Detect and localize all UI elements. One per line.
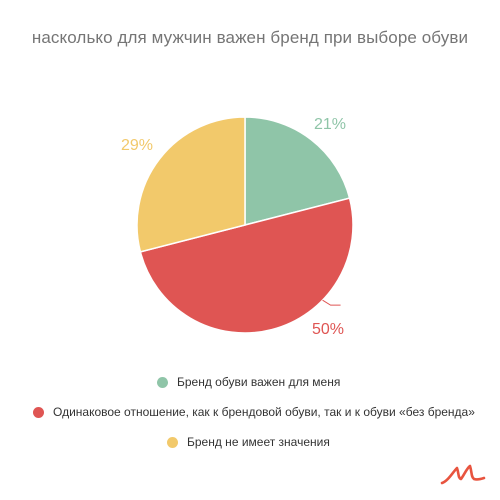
brand-logo-icon xyxy=(440,464,486,485)
pie-slice-1 xyxy=(139,197,354,334)
chart-title: насколько для мужчин важен бренд при выб… xyxy=(31,28,469,47)
slice-label-2: 29% xyxy=(121,137,153,154)
slice-leader-line-1 xyxy=(322,299,341,306)
slice-label-0: 21% xyxy=(314,116,346,133)
slice-label-1: 50% xyxy=(312,321,344,338)
pie-slice-2 xyxy=(136,116,246,253)
pie-slice-0 xyxy=(244,116,351,226)
